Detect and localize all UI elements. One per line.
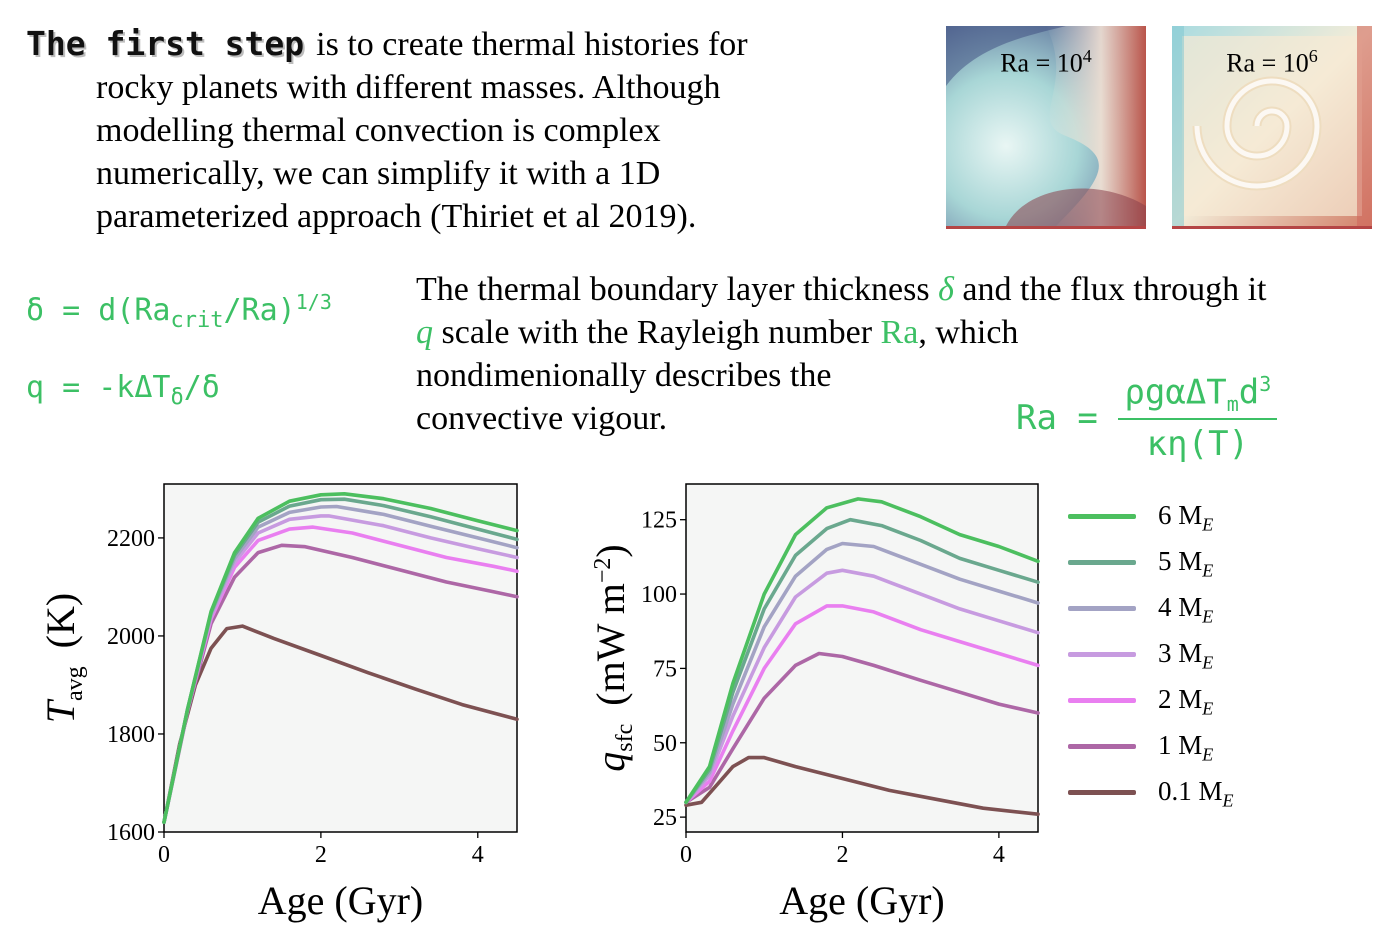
y-axis-label: qsfc (mW m−2) <box>588 544 638 771</box>
plot-area <box>163 483 518 833</box>
intro-line5: parameterized approach (Thiriet et al 20… <box>96 198 697 235</box>
series-line <box>684 517 1040 805</box>
legend-label: 0.1 ME <box>1158 776 1234 811</box>
legend-swatch <box>1068 698 1136 703</box>
series-line <box>684 755 1040 816</box>
legend-label: 2 ME <box>1158 684 1214 719</box>
thumbnail-label-ra4: Ra = 104 <box>1000 46 1092 78</box>
series-line <box>684 604 1040 805</box>
heat-flux-chart: 0 2 4 25 50 75 100 125 Age (Gyr) qsfc (mW m−2) <box>588 483 1040 923</box>
x-tick-label: 2 <box>315 842 327 868</box>
legend-item: 0.1 ME <box>1062 776 1302 810</box>
convection-image-ra6 <box>1172 26 1372 229</box>
legend-label: 4 ME <box>1158 592 1214 627</box>
y-tick-label: 75 <box>653 656 677 682</box>
plot-area <box>685 483 1039 833</box>
legend-swatch <box>1068 652 1136 657</box>
y-axis-label: Tavg (K) <box>38 593 88 723</box>
intro-line2: rocky planets with different masses. Alt… <box>96 69 721 106</box>
legend-label: 3 ME <box>1158 638 1214 673</box>
y-tick-label: 125 <box>641 508 677 534</box>
legend-label: 1 ME <box>1158 730 1214 765</box>
x-tick-label: 2 <box>836 842 848 868</box>
y-tick-label: 2000 <box>107 624 155 650</box>
thumbnail-label-ra6: Ra = 106 <box>1226 46 1318 78</box>
legend-swatch <box>1068 606 1136 611</box>
x-axis-label: Age (Gyr) <box>258 878 424 923</box>
rayleigh-numerator: ρgαΔTmd3 <box>1118 372 1278 421</box>
temperature-chart: 0 2 4 1600 1800 2000 2200 Age (Gyr) Tavg (K) <box>38 483 519 923</box>
legend-item: 6 ME <box>1062 500 1302 534</box>
x-tick-label: 0 <box>158 842 170 868</box>
rayleigh-equation: Ra = ρgαΔTmd3 κη(T) <box>1016 372 1278 465</box>
y-tick-label: 2200 <box>107 526 155 552</box>
series-line <box>684 651 1040 805</box>
legend-swatch <box>1068 744 1136 749</box>
legend-item: 3 ME <box>1062 638 1302 672</box>
legend-item: 4 ME <box>1062 592 1302 626</box>
convection-image-ra4 <box>946 26 1146 229</box>
series-line <box>162 492 519 824</box>
x-axis-label: Age (Gyr) <box>779 878 945 923</box>
legend-item: 2 ME <box>1062 684 1302 718</box>
intro-highlight: The first step <box>26 24 305 63</box>
series-line <box>684 568 1040 805</box>
y-tick-label: 1600 <box>107 820 155 846</box>
x-tick-label: 4 <box>472 842 484 868</box>
q-equation: q = -kΔTδ/δ <box>26 370 220 410</box>
rayleigh-denominator: κη(T) <box>1146 424 1250 465</box>
y-tick-label: 100 <box>641 582 677 608</box>
boundary-layer-description: The thermal boundary layer thickness δ a… <box>416 271 1267 437</box>
legend-swatch <box>1068 514 1136 519</box>
x-tick-label: 0 <box>680 842 692 868</box>
intro-paragraph: The first step is to create thermal histo… <box>26 22 926 238</box>
legend-label: 6 ME <box>1158 500 1214 535</box>
convection-thumbnail-ra4: Ra = 104 <box>946 26 1146 234</box>
legend-item: 5 ME <box>1062 546 1302 580</box>
intro-line1: is to create thermal histories for <box>316 26 748 63</box>
y-tick-label: 50 <box>653 731 677 757</box>
legend-label: 5 ME <box>1158 546 1214 581</box>
intro-line4: numerically, we can simplify it with a 1… <box>96 155 661 192</box>
intro-line3: modelling thermal convection is complex <box>96 112 661 149</box>
delta-equation: δ = d(Racrit/Ra)1/3 <box>26 290 332 333</box>
series-line <box>684 497 1040 805</box>
legend-swatch <box>1068 560 1136 565</box>
legend-item: 1 ME <box>1062 730 1302 764</box>
y-tick-label: 25 <box>653 805 677 831</box>
x-tick-label: 4 <box>993 842 1005 868</box>
convection-thumbnail-ra6: Ra = 106 <box>1172 26 1372 234</box>
legend-swatch <box>1068 790 1136 795</box>
series-line <box>684 541 1040 805</box>
y-tick-label: 1800 <box>107 722 155 748</box>
